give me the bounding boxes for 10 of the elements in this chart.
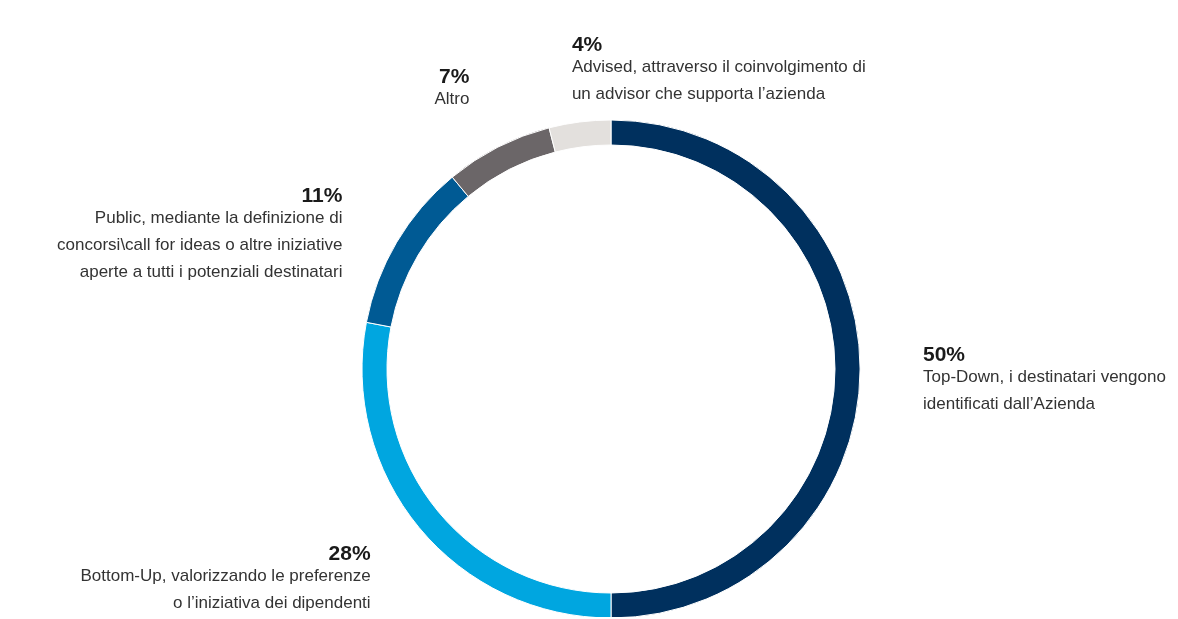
- data-label: 28%: [328, 540, 371, 564]
- slice-label: Bottom-Up, valorizzando le preferenze o l’iniziativa dei dipendenti: [80, 565, 371, 612]
- slice-label: Top-Down, i destinatari vengono identificati dall’Azienda: [923, 367, 1166, 413]
- slice-label: Public, mediante la definizione di concorsi\call for ideas o altre iniziative aperte a tutti i potenziali destinatari: [57, 208, 343, 282]
- data-label: 11%: [301, 183, 343, 207]
- data-label: 7%: [439, 64, 470, 88]
- slice-label: Advised, attraverso il coinvolgimento di un advisor che supporta l’azienda: [571, 57, 866, 104]
- data-label: 50%: [923, 342, 966, 365]
- data-label: 4%: [571, 32, 603, 56]
- slice-label: Altro: [434, 89, 470, 109]
